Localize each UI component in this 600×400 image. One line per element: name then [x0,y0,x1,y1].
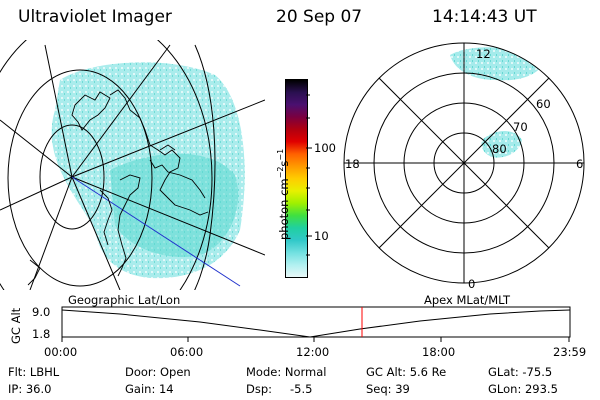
time-label: 14:14:43 UT [432,7,537,27]
mlat-label-70: 70 [513,120,528,134]
timeline-xtick-2: 12:00 [296,345,330,359]
mlt-label-6: 6 [576,157,584,171]
info-dsp-value: -5.5 [290,382,313,396]
date-label: 20 Sep 07 [276,7,363,27]
instrument-title: Ultraviolet Imager [18,7,172,27]
info-dsp-label: Dsp: [246,382,273,396]
timeline-xtick-4: 23:59 [553,345,587,359]
terminator-line [71,176,241,287]
color-bar [285,79,308,278]
coastlines [27,89,209,286]
timeline-ytick-top: 9.0 [32,305,51,319]
map-content [0,40,265,290]
info-seq: Seq: 39 [366,382,410,396]
timeline-right-label: Apex MLat/MLT [424,293,511,307]
altitude-curve [61,309,571,338]
mlt-label-18: 18 [345,157,360,171]
info-gain: Gain: 14 [125,382,174,396]
info-door: Door: Open [125,365,191,379]
info-gc-alt: GC Alt: 5.6 Re [366,365,447,379]
timeline-ytick-bottom: 1.8 [32,327,51,341]
timeline-xtick-0: 00:00 [44,345,78,359]
info-glat: GLat: -75.5 [488,365,553,379]
mlt-label-0: 0 [468,277,476,291]
colorbar-tick-10: 10 [314,229,329,243]
timeline-xtick-1: 06:00 [170,345,204,359]
map-graticule [0,40,265,290]
info-mode: Mode: Normal [246,365,327,379]
info-glon: GLon: 293.5 [488,382,558,396]
colorbar-tick-100: 100 [314,141,336,155]
mlt-label-12: 12 [476,47,491,61]
mlat-label-60: 60 [536,97,551,111]
mlat-label-80: 80 [492,142,507,156]
info-filter: Flt: LBHL [8,365,60,379]
timeline-left-label: Geographic Lat/Lon [68,293,181,307]
timeline-xtick-3: 18:00 [422,345,456,359]
info-ip: IP: 36.0 [8,382,52,396]
